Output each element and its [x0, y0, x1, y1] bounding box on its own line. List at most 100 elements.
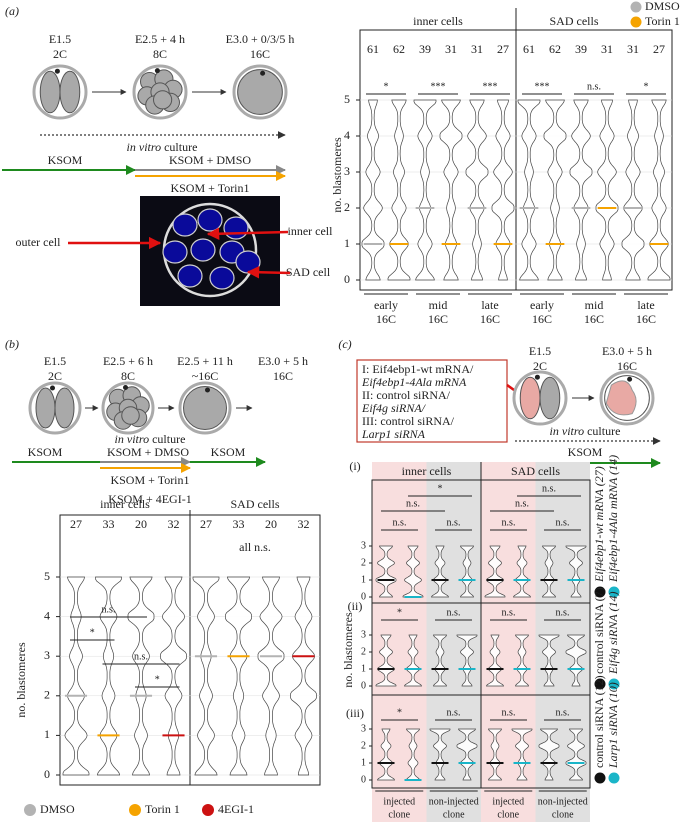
violin [647, 99, 671, 281]
label: n.s. [447, 517, 461, 528]
band-injected [481, 462, 536, 822]
violin [361, 99, 385, 281]
label: mid [429, 298, 448, 312]
label: Eif4ebp1-4Ala mRNA (14) [606, 455, 620, 583]
label: n.s. [393, 517, 407, 528]
culture-italic: in vitro [115, 432, 150, 446]
label: 16C [617, 359, 637, 373]
label: E1.5 [44, 354, 66, 368]
label: KSOM + Torin1 [110, 473, 189, 487]
label: 2 [361, 557, 366, 568]
label: Eif4ebp1-4Ala mRNA [361, 375, 467, 389]
label: E3.0 + 5 h [602, 344, 652, 358]
label: Torin 1 [645, 14, 680, 28]
label: 2 [361, 740, 366, 751]
label: clone [443, 809, 465, 820]
culture-italic: in vitro [127, 140, 162, 154]
legend-dot [608, 772, 620, 784]
label: non-injected [538, 796, 588, 807]
label: KSOM + Torin1 [170, 181, 249, 195]
label: (ii) [348, 599, 363, 613]
label: SAD cells [231, 497, 280, 511]
label: non-injected [429, 796, 479, 807]
blastomere [39, 70, 61, 114]
label: 5 [44, 569, 50, 583]
cell [162, 240, 188, 264]
label: 61 [367, 42, 379, 56]
label: * [438, 483, 443, 494]
label: 39 [419, 42, 431, 56]
label: 0 [361, 774, 366, 785]
violin [257, 576, 285, 776]
legend-dot [608, 678, 620, 690]
label: 4 [344, 128, 350, 142]
label: inner cell [288, 224, 334, 238]
pb [54, 68, 60, 74]
label: ~16C [192, 369, 219, 383]
label: control siRNA (7) [592, 587, 606, 674]
legend-dot [129, 804, 141, 816]
label: 1 [44, 727, 50, 741]
label: KSOM + 4EGI-1 [108, 492, 191, 506]
row-frame [371, 694, 591, 789]
label: 31 [445, 42, 457, 56]
label: Eif4ebp1-wt mRNA (27) [592, 466, 606, 583]
label: n.s. [542, 483, 556, 494]
label: 32 [168, 517, 180, 531]
label: Eif4g siRNA/ [361, 401, 427, 415]
blastomere [35, 387, 56, 429]
label: injected [383, 796, 415, 807]
label: 2C [48, 369, 62, 383]
label: 27 [653, 42, 665, 56]
morula [183, 386, 227, 430]
blastomere [54, 387, 75, 429]
label: 5 [344, 92, 350, 106]
legend-dot [608, 586, 620, 598]
label: E2.5 + 6 h [103, 354, 153, 368]
label: 3 [361, 723, 366, 734]
pb [50, 385, 55, 391]
label: clone [552, 809, 574, 820]
label: late [481, 298, 498, 312]
label: KSOM [48, 153, 83, 167]
label: n.s. [556, 607, 570, 618]
label: SAD cells [550, 14, 599, 28]
label: * [397, 607, 402, 618]
label: *** [431, 81, 446, 92]
blastomere [519, 376, 541, 420]
violin [621, 99, 645, 281]
label: late [637, 298, 654, 312]
cell [209, 266, 235, 290]
condition-box [356, 359, 508, 443]
cell [190, 238, 216, 262]
label: 16C [376, 312, 396, 326]
label: 4EGI-1 [218, 802, 254, 816]
label: 2C [53, 47, 67, 61]
label: E1.5 [49, 32, 71, 46]
label: clone [388, 809, 410, 820]
label: 27 [200, 517, 212, 531]
label: 0 [344, 272, 350, 286]
culture-word: culture [587, 424, 620, 438]
legend-dot [630, 1, 642, 13]
label: 39 [575, 42, 587, 56]
label: outer cell [16, 235, 62, 249]
label: 2 [344, 200, 350, 214]
label: KSOM + DMSO [169, 153, 251, 167]
cell [177, 264, 203, 288]
label: control siRNA (12) [592, 675, 606, 768]
label: *** [483, 81, 498, 92]
label: 3 [44, 648, 50, 662]
violin [127, 576, 155, 776]
line [246, 266, 291, 279]
label: 1 [361, 574, 366, 585]
label: KSOM [211, 445, 246, 459]
culture-label: in vitro culture [115, 432, 186, 446]
legend-dot [594, 678, 606, 690]
label: DMSO [645, 0, 680, 13]
label: 33 [103, 517, 115, 531]
violin [95, 576, 122, 776]
label: 2C [533, 359, 547, 373]
label: E2.5 + 11 h [177, 354, 233, 368]
label: 3 [344, 164, 350, 178]
